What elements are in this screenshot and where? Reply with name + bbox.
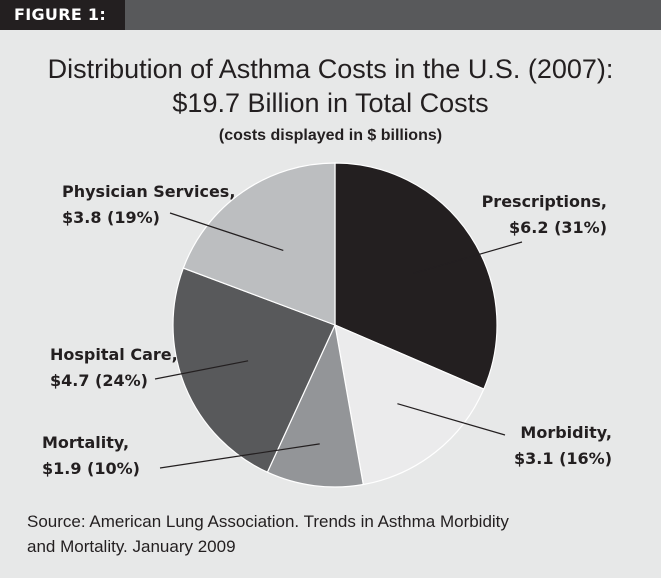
pie-slice-prescriptions <box>334 162 498 390</box>
leader-lines <box>154 212 523 469</box>
chart-subtitle: (costs displayed in $ billions) <box>218 127 443 144</box>
slice-label-morbidity-name: Morbidity, <box>520 423 612 442</box>
pie-slice-physician-services <box>182 162 336 326</box>
chart-title-line-1: Distribution of Asthma Costs in the U.S.… <box>47 54 614 84</box>
leader-line-morbidity <box>397 403 506 436</box>
leader-line-physician-services <box>169 212 284 251</box>
pie-slice-hospital-care <box>172 267 336 474</box>
source-line-2: and Mortality. January 2009 <box>27 537 236 556</box>
chart-title-line-2: $19.7 Billion in Total Costs <box>172 88 489 118</box>
slice-label-morbidity-value: $3.1 (16%) <box>514 449 612 468</box>
slice-label-prescriptions-value: $6.2 (31%) <box>509 218 607 237</box>
pie-slice-morbidity <box>334 324 485 486</box>
slice-label-prescriptions-name: Prescriptions, <box>482 192 607 211</box>
slice-label-hospital-care-name: Hospital Care, <box>50 345 178 364</box>
source-line-1: Source: American Lung Association. Trend… <box>27 512 509 531</box>
slice-label-mortality-name: Mortality, <box>42 433 129 452</box>
slice-label-mortality-value: $1.9 (10%) <box>42 459 140 478</box>
figure-label-tab: FIGURE 1: <box>0 0 125 30</box>
leader-line-prescriptions <box>413 241 523 274</box>
pie-slices <box>172 162 498 488</box>
slice-labels: Prescriptions, $6.2 (31%) Morbidity, $3.1 (… <box>42 182 612 478</box>
figure-label: FIGURE 1: <box>14 5 107 24</box>
pie-chart: Prescriptions, $6.2 (31%) Morbidity, $3.1 (… <box>42 162 612 488</box>
source-note: Source: American Lung Association. Trend… <box>27 509 647 559</box>
slice-label-physician-services-name: Physician Services, <box>62 182 235 201</box>
leader-line-hospital-care <box>154 360 249 380</box>
pie-slice-mortality <box>266 323 364 488</box>
slice-label-hospital-care-value: $4.7 (24%) <box>50 371 148 390</box>
slice-label-physician-services-value: $3.8 (19%) <box>62 208 160 227</box>
leader-line-mortality <box>159 443 320 469</box>
